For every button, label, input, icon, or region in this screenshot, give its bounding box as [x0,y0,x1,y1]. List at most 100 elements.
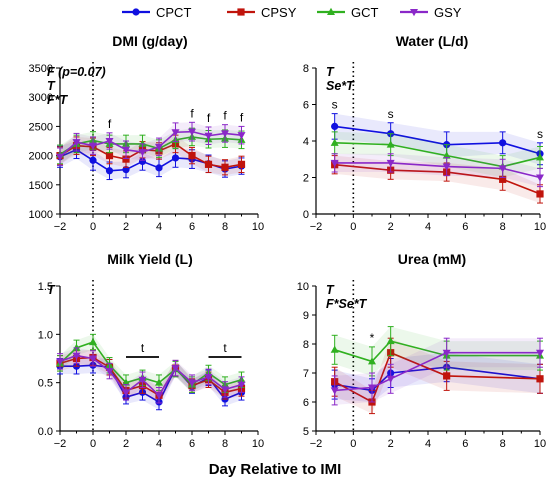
data-point [237,160,246,168]
error-band [60,349,242,403]
y-tick-label: 10 [297,281,309,293]
significance-annotation: F*T [47,93,69,107]
significance-label: s [537,127,543,141]
data-point [498,165,507,173]
data-point [105,167,114,175]
significance-annotation: Se*T [326,79,355,93]
significance-label: f [190,106,194,120]
x-tick-label: 4 [156,221,162,233]
significance-label: s [332,98,338,112]
legend-label: CPSY [261,5,297,20]
y-tick-label: 2500 [29,121,53,133]
x-tick-label: 0 [350,221,356,233]
data-point [386,375,395,383]
data-point [105,138,114,146]
significance-label: f [240,110,244,124]
error-band [334,131,540,178]
data-point [105,152,114,160]
data-point [442,151,451,159]
legend: CPCT CPSY GCT GSY [122,5,462,20]
error-band [334,338,540,414]
error-band [334,153,540,187]
significance-label: s [388,107,394,121]
panel-title: Water (L/d) [396,33,469,49]
x-tick-label: −2 [54,438,67,450]
panel-title: Urea (mM) [398,251,466,267]
data-point [443,372,451,380]
legend-marker [237,8,245,16]
legend-label: GSY [434,5,462,20]
x-tick-label: −2 [54,221,67,233]
data-point [368,384,376,392]
error-band [334,338,540,405]
y-tick-label: 3500 [29,63,53,75]
y-tick-label: 8 [303,339,309,351]
legend-marker [327,7,335,15]
legend-label: GCT [351,5,379,20]
x-tick-label: 2 [123,221,129,233]
legend-marker [132,8,140,16]
data-point [536,190,544,198]
x-tick-label: 8 [500,221,506,233]
data-point [442,349,451,357]
data-point [386,159,395,168]
data-point [72,352,81,360]
y-tick-label: 1.5 [38,281,53,293]
x-tick-label: 4 [425,438,431,450]
x-tick-label: 4 [425,221,431,233]
x-tick-label: 6 [462,221,468,233]
y-tick-label: 3000 [29,92,53,104]
significance-annotation: T [47,79,56,93]
significance-label: f [223,109,227,123]
x-tick-label: 0 [350,438,356,450]
data-point [204,160,213,168]
series-gsy [56,121,246,167]
x-tick-label: 2 [123,438,129,450]
y-tick-label: 1500 [29,180,53,192]
y-tick-label: 6 [303,100,309,112]
data-point [330,387,339,395]
y-tick-label: 0.0 [38,426,53,438]
data-point [122,378,130,386]
data-point [155,378,163,386]
series-gsy [330,153,544,188]
y-tick-label: 0 [303,209,309,221]
y-tick-label: 2 [303,173,309,185]
series-line [59,354,242,397]
data-point [536,375,544,383]
x-tick-label: 2 [388,438,394,450]
data-point [442,163,451,171]
x-tick-label: 4 [156,438,162,450]
significance-label: t [141,341,145,355]
error-band [334,113,540,165]
data-point [171,365,180,373]
significance-label: t [223,341,227,355]
data-point [56,358,64,366]
significance-annotation: F (p=0.07) [47,65,106,79]
error-band [60,135,242,175]
data-point [122,166,130,174]
x-tick-label: 0 [90,221,96,233]
data-point [72,139,81,147]
panel-milk-yield: Milk Yield (L) 0.0 0.5 1.0 1.5 −2 0 2 4 6 8 10 Tt t [38,251,264,450]
data-point [122,155,130,163]
y-tick-label: 2000 [29,151,53,163]
data-point [386,336,395,345]
data-point [237,132,246,140]
data-point [138,376,147,384]
y-tick-label: 7 [303,368,309,380]
data-point [536,153,544,161]
data-point [171,154,180,162]
x-tick-label: 0 [90,438,96,450]
data-point [188,152,196,160]
significance-label: f [207,111,211,125]
data-point [221,386,229,394]
y-tick-label: 8 [303,63,309,75]
significance-annotation: T [326,65,335,79]
error-band [60,141,242,180]
legend-marker [410,9,418,17]
significance-label: f [108,117,112,131]
x-tick-label: 10 [252,221,264,233]
